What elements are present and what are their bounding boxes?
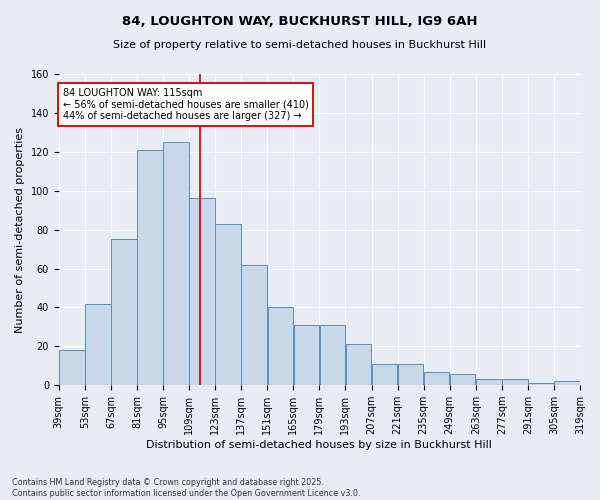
Bar [398, 364, 424, 385]
Bar [215, 224, 241, 385]
Bar [59, 350, 85, 385]
X-axis label: Distribution of semi-detached houses by size in Buckhurst Hill: Distribution of semi-detached houses by … [146, 440, 493, 450]
Bar [528, 384, 554, 385]
Bar [293, 325, 319, 385]
Bar [241, 264, 267, 385]
Text: 84, LOUGHTON WAY, BUCKHURST HILL, IG9 6AH: 84, LOUGHTON WAY, BUCKHURST HILL, IG9 6A… [122, 15, 478, 28]
Text: Contains HM Land Registry data © Crown copyright and database right 2025.
Contai: Contains HM Land Registry data © Crown c… [12, 478, 361, 498]
Bar [372, 364, 397, 385]
Bar [163, 142, 189, 385]
Bar [137, 150, 163, 385]
Bar [268, 308, 293, 385]
Bar [554, 382, 580, 385]
Bar [85, 304, 110, 385]
Bar [190, 198, 215, 385]
Bar [424, 372, 449, 385]
Bar [450, 374, 475, 385]
Bar [346, 344, 371, 385]
Text: 84 LOUGHTON WAY: 115sqm
← 56% of semi-detached houses are smaller (410)
44% of s: 84 LOUGHTON WAY: 115sqm ← 56% of semi-de… [62, 88, 308, 121]
Text: Size of property relative to semi-detached houses in Buckhurst Hill: Size of property relative to semi-detach… [113, 40, 487, 50]
Bar [320, 325, 345, 385]
Y-axis label: Number of semi-detached properties: Number of semi-detached properties [15, 126, 25, 332]
Bar [502, 380, 527, 385]
Bar [111, 240, 137, 385]
Bar [476, 380, 502, 385]
